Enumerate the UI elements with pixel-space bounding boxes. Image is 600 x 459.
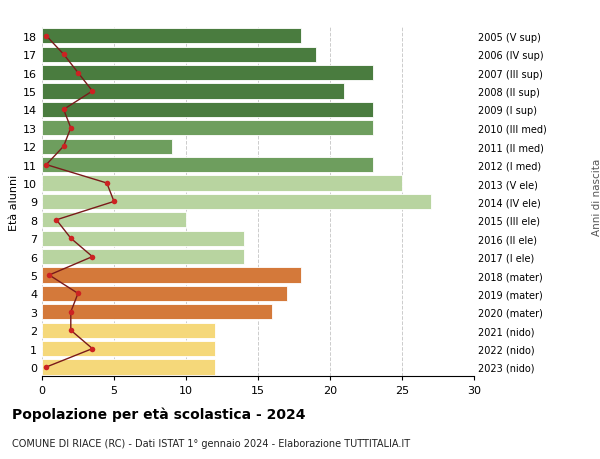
Point <box>59 51 68 59</box>
Point <box>41 364 51 371</box>
Bar <box>42 29 301 44</box>
Point <box>41 33 51 40</box>
Point <box>66 308 76 316</box>
Point <box>59 106 68 114</box>
Y-axis label: Età alunni: Età alunni <box>9 174 19 230</box>
Text: COMUNE DI RIACE (RC) - Dati ISTAT 1° gennaio 2024 - Elaborazione TUTTITALIA.IT: COMUNE DI RIACE (RC) - Dati ISTAT 1° gen… <box>12 438 410 448</box>
Bar <box>42 176 402 191</box>
Bar <box>42 323 215 338</box>
Bar <box>42 103 373 118</box>
Bar <box>42 360 215 375</box>
Point <box>88 88 97 95</box>
Bar <box>42 305 272 319</box>
Point <box>109 198 119 206</box>
Point <box>88 253 97 261</box>
Bar <box>42 231 244 246</box>
Bar <box>42 250 244 264</box>
Point <box>44 272 54 279</box>
Bar <box>42 140 172 154</box>
Point <box>73 290 83 297</box>
Point <box>73 70 83 77</box>
Bar <box>42 268 301 283</box>
Bar <box>42 213 186 228</box>
Bar <box>42 286 287 301</box>
Point <box>66 327 76 334</box>
Point <box>88 345 97 353</box>
Point <box>66 235 76 242</box>
Point <box>102 180 112 187</box>
Bar <box>42 195 431 209</box>
Text: Popolazione per età scolastica - 2024: Popolazione per età scolastica - 2024 <box>12 406 305 421</box>
Point <box>41 162 51 169</box>
Bar <box>42 121 373 136</box>
Point <box>52 217 61 224</box>
Text: Anni di nascita: Anni di nascita <box>592 159 600 236</box>
Bar <box>42 48 316 62</box>
Bar <box>42 66 373 81</box>
Point <box>66 125 76 132</box>
Bar <box>42 341 215 356</box>
Bar <box>42 158 373 173</box>
Bar <box>42 84 344 99</box>
Point <box>59 143 68 151</box>
